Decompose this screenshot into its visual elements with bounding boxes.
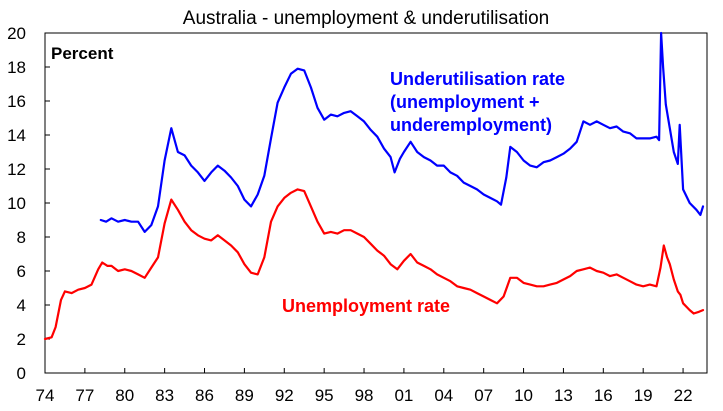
x-tick-label: 74: [36, 386, 55, 405]
x-tick-label: 16: [594, 386, 613, 405]
x-tick-label: 80: [115, 386, 134, 405]
unemployment-label: Unemployment rate: [282, 296, 450, 316]
underutilisation-label-line3: underemployment): [390, 115, 552, 135]
x-tick-label: 19: [634, 386, 653, 405]
y-tick-label: 0: [17, 364, 26, 383]
underutilisation-rate-line: [99, 31, 705, 233]
plot-area: [44, 32, 708, 374]
underutilisation-label-line2: (unemployment +: [390, 92, 540, 112]
y-tick-label: 10: [7, 194, 26, 213]
x-tick-label: 92: [275, 386, 294, 405]
x-tick-label: 01: [394, 386, 413, 405]
x-tick-label: 10: [514, 386, 533, 405]
y-tick-label: 6: [17, 262, 26, 281]
y-tick-label: 4: [17, 296, 26, 315]
x-tick-label: 22: [674, 386, 693, 405]
x-tick-label: 04: [434, 386, 453, 405]
x-tick-label: 07: [474, 386, 493, 405]
underutilisation-label-line1: Underutilisation rate: [390, 69, 565, 89]
x-tick-label: 95: [315, 386, 334, 405]
x-tick-label: 98: [355, 386, 374, 405]
chart-title: Australia - unemployment & underutilisat…: [183, 8, 549, 29]
x-tick-label: 89: [235, 386, 254, 405]
x-tick-label: 86: [195, 386, 214, 405]
y-tick-label: 18: [7, 58, 26, 77]
unit-label: Percent: [51, 44, 114, 63]
y-tick-label: 14: [7, 126, 26, 145]
y-tick-label: 16: [7, 92, 26, 111]
y-tick-label: 8: [17, 228, 26, 247]
unemployment-rate-line: [43, 188, 705, 341]
x-tick-label: 13: [554, 386, 573, 405]
x-tick-label: 83: [155, 386, 174, 405]
x-tick-label: 77: [75, 386, 94, 405]
y-tick-label: 20: [7, 24, 26, 43]
series-layer: [43, 31, 705, 341]
plot-border: [44, 32, 708, 374]
y-tick-label: 12: [7, 160, 26, 179]
y-tick-label: 2: [17, 330, 26, 349]
x-axis: 74 77 80 83 86 89 92 95 98 01 04 07 10 13 16 19 22: [36, 368, 693, 405]
y-axis: 0 2 4 6 8 10 12 14 16 18 20: [7, 24, 50, 383]
